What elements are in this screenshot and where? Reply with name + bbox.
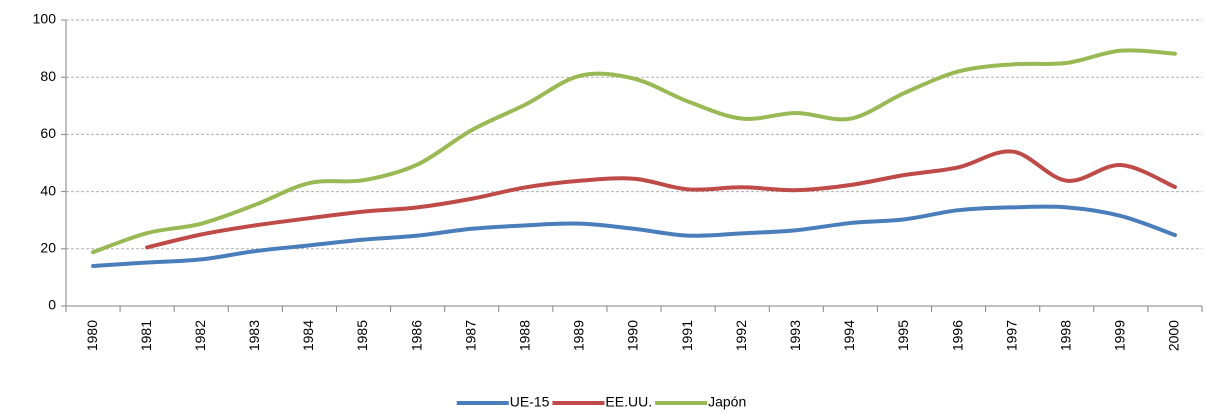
x-tick-label: 2000 (1166, 320, 1182, 351)
y-tick-label: 80 (40, 68, 56, 84)
y-tick-label: 0 (48, 297, 56, 313)
x-tick-label: 1995 (895, 320, 911, 351)
x-tick-label: 1986 (408, 320, 424, 351)
x-tick-label: 1990 (625, 320, 641, 351)
x-tick-label: 1994 (841, 320, 857, 351)
series-line (145, 149, 1177, 250)
x-tick-label: 1996 (949, 320, 965, 351)
x-tick-label: 1982 (192, 320, 208, 351)
y-tick-label: 40 (40, 182, 56, 198)
x-tick-label: 1989 (571, 320, 587, 351)
legend-label: Japón (708, 394, 746, 410)
series-line (91, 48, 1177, 255)
x-tick-label: 1999 (1112, 320, 1128, 351)
x-tick-label: 1992 (733, 320, 749, 351)
legend-label: UE-15 (510, 394, 550, 410)
x-tick-label: 1985 (354, 320, 370, 351)
x-tick-label: 1991 (679, 320, 695, 351)
y-tick-label: 60 (40, 125, 56, 141)
x-tick-label: 1983 (246, 320, 262, 351)
x-tick-label: 1980 (84, 320, 100, 351)
series-line (91, 204, 1177, 268)
y-tick-label: 20 (40, 240, 56, 256)
x-tick-label: 1984 (300, 320, 316, 351)
y-tick-label: 100 (33, 11, 57, 27)
x-tick-label: 1998 (1057, 320, 1073, 351)
x-tick-label: 1988 (517, 320, 533, 351)
x-tick-label: 1987 (462, 320, 478, 351)
x-tick-label: 1981 (138, 320, 154, 351)
x-tick-label: 1997 (1003, 320, 1019, 351)
x-tick-label: 1993 (787, 320, 803, 351)
legend-label: EE.UU. (605, 394, 652, 410)
